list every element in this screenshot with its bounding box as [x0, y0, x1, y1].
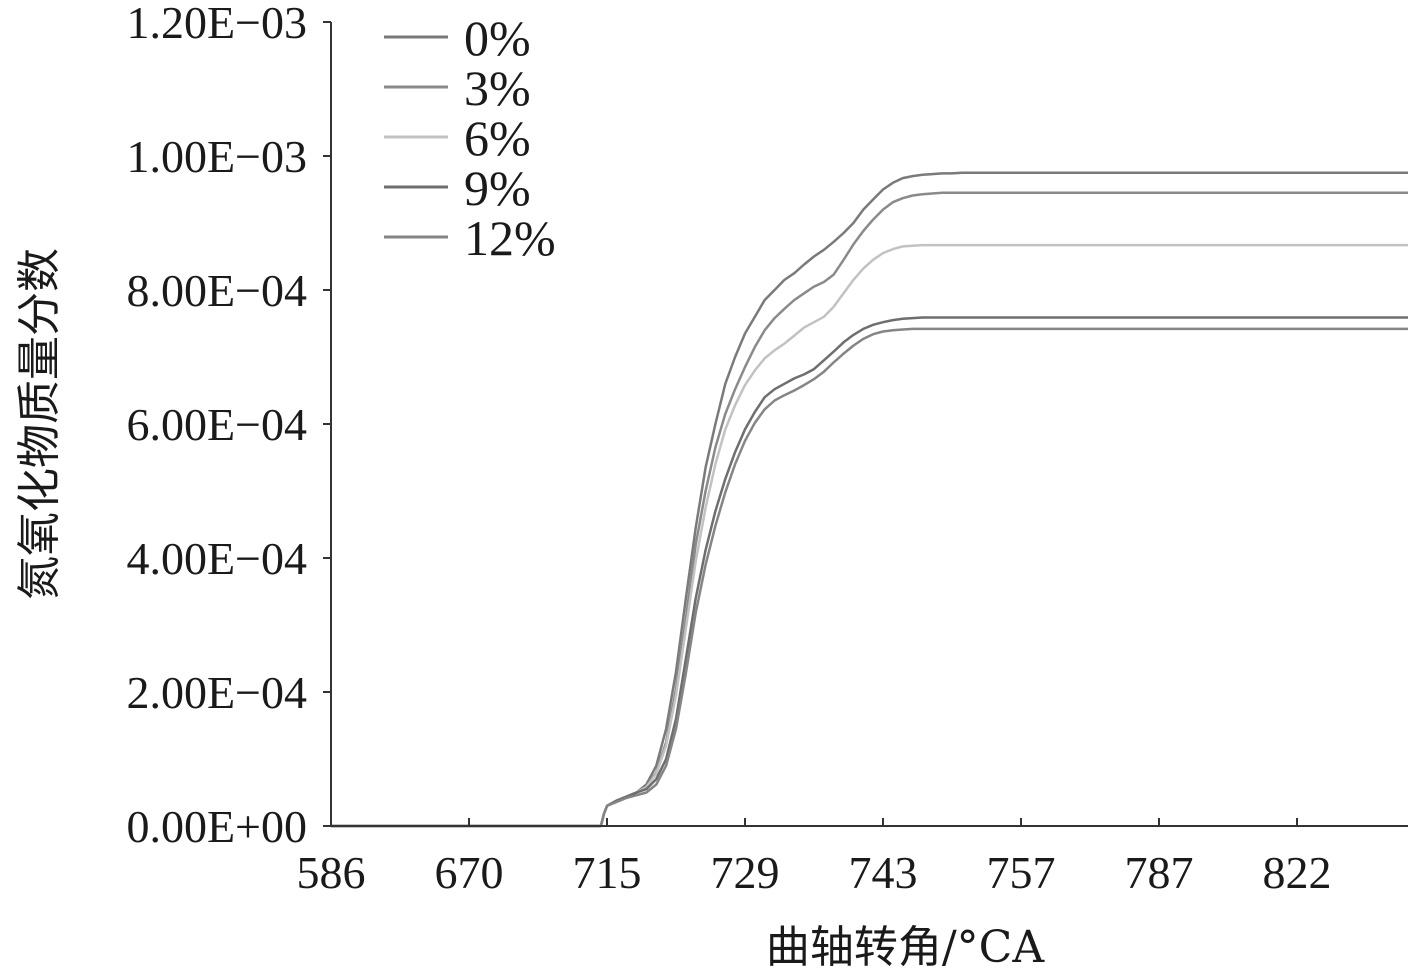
x-tick-label: 729	[711, 847, 780, 898]
x-tick-label: 670	[435, 847, 504, 898]
legend-label: 3%	[464, 60, 531, 116]
legend-label: 9%	[464, 160, 531, 216]
x-tick-label: 757	[987, 847, 1056, 898]
x-ticks: 586 670 715 729 743 757 787 822	[297, 818, 1332, 898]
y-tick-label: 4.00E−04	[126, 533, 307, 584]
y-tick-label: 0.00E+00	[126, 801, 307, 852]
x-axis-title: 曲轴转角/°CA	[766, 922, 1045, 970]
legend-label: 6%	[464, 110, 531, 166]
y-ticks: 0.00E+00 2.00E−04 4.00E−04 6.00E−04 8.00E−04…	[126, 0, 331, 852]
series-line-12pct	[331, 327, 1408, 828]
y-tick-label: 8.00E−04	[126, 265, 307, 316]
x-tick-label: 822	[1263, 847, 1332, 898]
plot-lines	[331, 171, 1408, 828]
x-tick-label: 787	[1125, 847, 1194, 898]
y-tick-label: 6.00E−04	[126, 399, 307, 450]
series-line-0pct	[331, 171, 1408, 828]
legend-label: 0%	[464, 10, 531, 66]
y-axis-title: 氮氧化物质量分数	[14, 248, 65, 600]
legend: 0%3%6%9%12%	[384, 10, 556, 266]
y-tick-label: 1.20E−03	[126, 0, 307, 48]
legend-label: 12%	[464, 210, 556, 266]
series-line-9pct	[331, 316, 1408, 828]
x-tick-label: 586	[297, 847, 366, 898]
series-line-3pct	[331, 191, 1408, 828]
x-tick-label: 743	[849, 847, 918, 898]
y-tick-label: 2.00E−04	[126, 667, 307, 718]
series-line-6pct	[331, 243, 1408, 828]
y-tick-label: 1.00E−03	[126, 131, 307, 182]
x-tick-label: 715	[573, 847, 642, 898]
